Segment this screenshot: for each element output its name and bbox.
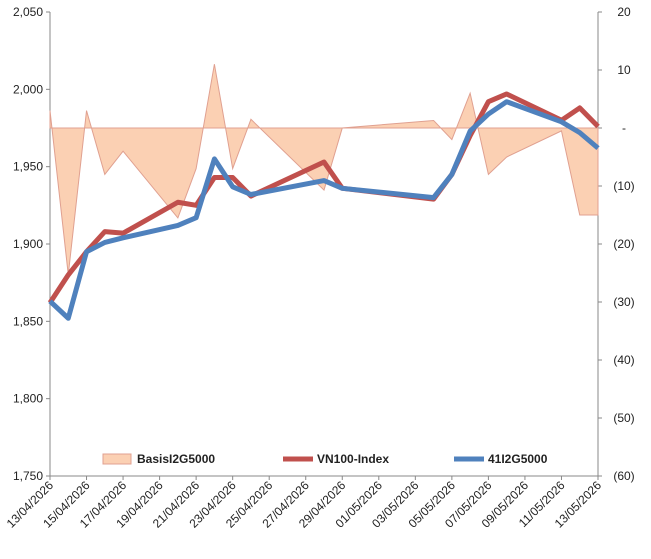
- y-tick-label: 1,750: [13, 469, 43, 483]
- y2-tick-label: (30): [613, 295, 634, 309]
- area: [49, 64, 599, 275]
- y2-tick-label: -: [622, 121, 626, 135]
- legend-label: 41I2G5000: [488, 452, 548, 466]
- y-tick-label: 1,850: [13, 314, 43, 328]
- y2-tick-label: (40): [613, 353, 634, 367]
- line: [47, 91, 600, 305]
- legend-swatch: [102, 453, 132, 465]
- y-tick-label: 1,950: [13, 160, 43, 174]
- legend-label: VN100-Index: [317, 452, 389, 466]
- y-tick-label: 1,900: [13, 237, 43, 251]
- y-tick-label: 2,050: [13, 5, 43, 19]
- y2-tick-label: 10: [617, 63, 631, 77]
- y-tick-label: 2,000: [13, 82, 43, 96]
- line: [48, 99, 600, 321]
- legend-label: BasisI2G5000: [137, 452, 215, 466]
- y2-tick-label: 20: [617, 5, 631, 19]
- y2-tick-label: (50): [613, 411, 634, 425]
- y2-tick-label: (20): [613, 237, 634, 251]
- y2-tick-label: (10): [613, 179, 634, 193]
- y-tick-label: 1,800: [13, 392, 43, 406]
- y2-tick-label: (60): [613, 469, 634, 483]
